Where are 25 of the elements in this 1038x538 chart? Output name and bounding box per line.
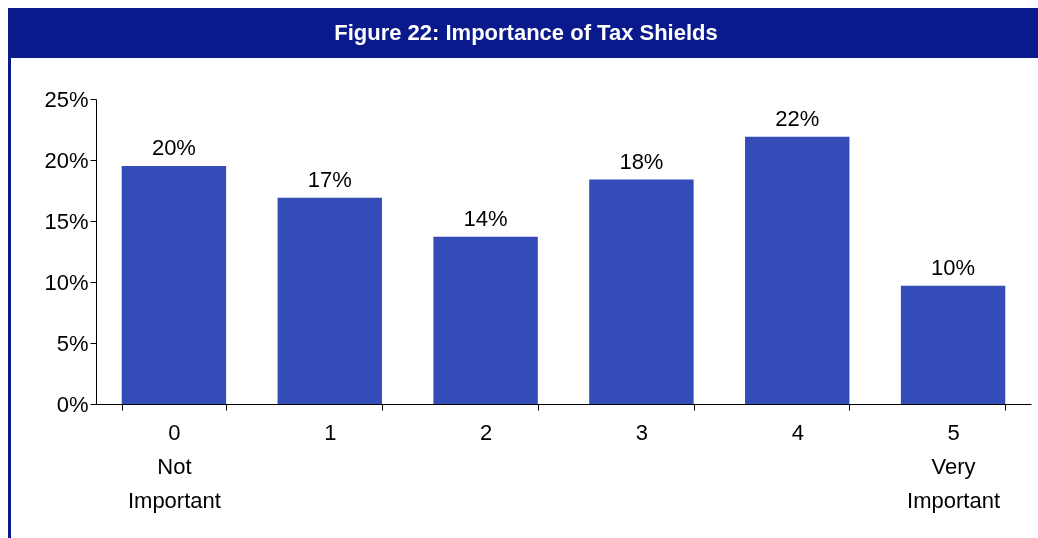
bar: [121, 166, 227, 404]
data-label: 22%: [775, 105, 820, 131]
bar: [745, 136, 850, 404]
bar: [589, 179, 694, 404]
data-label: 20%: [151, 135, 196, 161]
chart-title: Figure 22: Importance of Tax Shields: [11, 8, 1038, 58]
y-tick-label: 5%: [56, 330, 89, 356]
x-tick-label: 3: [635, 419, 649, 445]
x-tick-label: 1: [324, 419, 337, 445]
data-label: 17%: [307, 166, 352, 192]
y-tick-label: 25%: [44, 86, 89, 112]
bar: [433, 236, 538, 404]
bar: [900, 285, 1006, 404]
x-tick-label: 0 Not Important: [127, 419, 221, 513]
data-label: 10%: [931, 254, 976, 280]
x-tick-label: 4: [791, 419, 804, 445]
bar: [277, 197, 382, 404]
data-label: 14%: [463, 205, 508, 231]
data-label: 18%: [619, 148, 664, 174]
x-tick-label: 2: [479, 419, 493, 445]
y-tick-label: 10%: [44, 269, 89, 295]
y-tick-label: 15%: [44, 208, 89, 234]
y-tick-label: 20%: [44, 147, 89, 173]
y-tick-label: 0%: [56, 391, 89, 417]
x-tick-label: 5 Very Important: [907, 419, 1001, 513]
